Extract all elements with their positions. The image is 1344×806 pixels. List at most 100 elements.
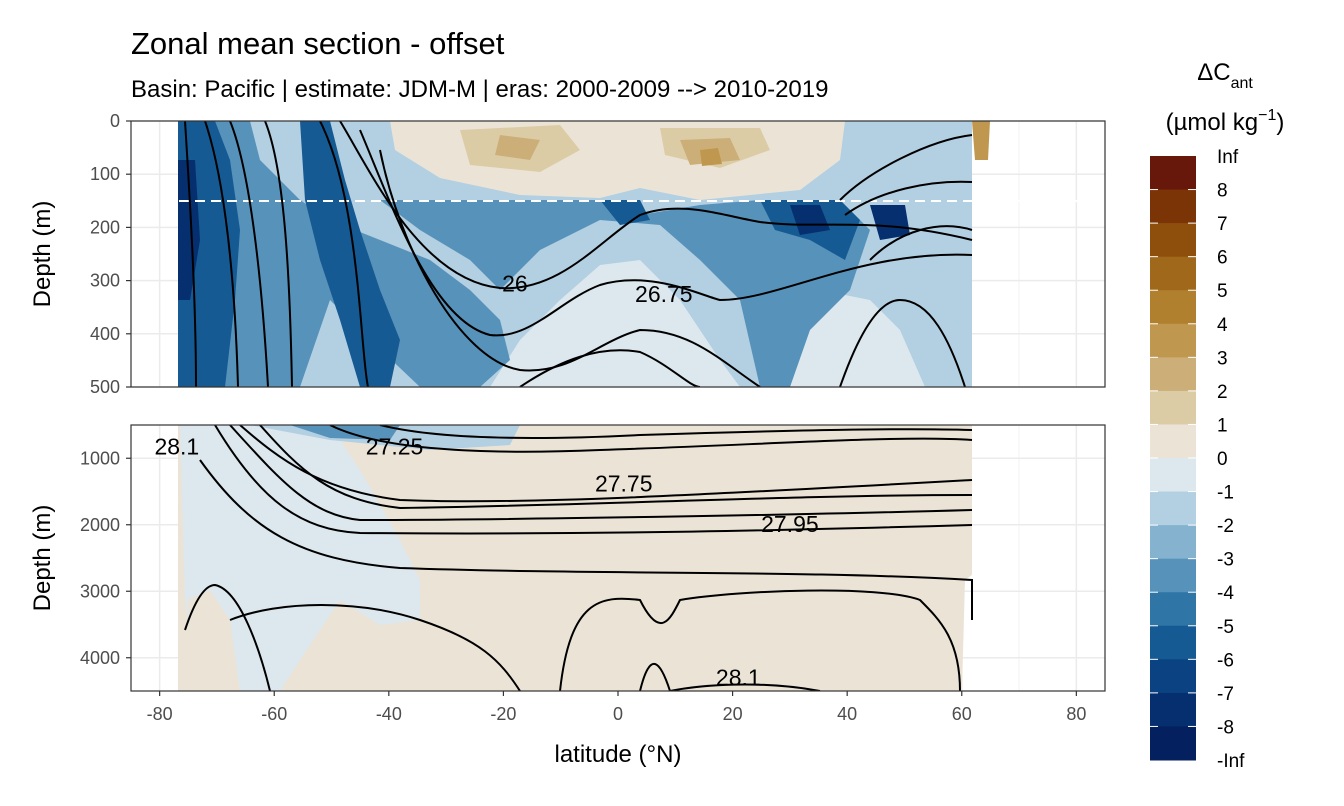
- legend-level-label: -2: [1217, 516, 1234, 537]
- panel-lower: [130, 424, 1106, 692]
- x-axis-title: latitude (°N): [555, 741, 682, 768]
- isopycnal: [639, 663, 821, 691]
- legend-level-label: 8: [1217, 181, 1228, 202]
- y-tick-label: 100: [90, 164, 120, 184]
- fill-peak-surface: [700, 148, 722, 166]
- y-tick-label: 0: [110, 111, 120, 131]
- x-axis: -80 -60 -40 -20 0 20 40 60 80: [147, 691, 1086, 724]
- legend-units: (µmol kg−1): [1166, 107, 1285, 136]
- legend-level-label: 3: [1217, 348, 1228, 369]
- y-tick-label: 1000: [80, 448, 120, 468]
- legend-swatch: [1150, 189, 1196, 224]
- legend-swatch: [1150, 726, 1196, 761]
- colorbar-legend: ΔCant (µmol kg−1) Inf 8 7 6 5 4 3 2 1 0 -1 -2 -3 -4 -5…: [1150, 59, 1284, 772]
- legend-swatch: [1150, 625, 1196, 660]
- isopycnal: [204, 121, 239, 387]
- y-tick-label: 500: [90, 377, 120, 397]
- contour-label: 27.95: [761, 511, 819, 537]
- contour-label: 28.1: [716, 665, 761, 691]
- contour-label: 28.1: [154, 433, 199, 459]
- isopycnal: [519, 349, 701, 387]
- y-tick-label: 300: [90, 271, 120, 291]
- legend-swatch: [1150, 290, 1196, 325]
- legend-swatch: [1150, 390, 1196, 425]
- x-tick-label: -60: [261, 704, 287, 724]
- fill-negative-5: [178, 121, 860, 387]
- isopycnal: [329, 425, 973, 453]
- legend-level-label: 2: [1217, 382, 1228, 403]
- fill-zero-deep: [180, 425, 420, 691]
- chart-subtitle: Basin: Pacific | estimate: JDM-M | eras:…: [131, 76, 829, 103]
- fill-negative-3b: [380, 200, 870, 387]
- y-axis-upper: 0 100 200 300 400 500: [90, 111, 131, 397]
- y-axis-title-upper: Depth (m): [29, 201, 56, 308]
- legend-level-label: -6: [1217, 650, 1234, 671]
- y-tick-label: 200: [90, 217, 120, 237]
- isopycnal: [839, 134, 973, 201]
- legend-swatch: [1150, 323, 1196, 358]
- legend-swatch: [1150, 692, 1196, 727]
- isopycnal: [184, 583, 271, 691]
- isopycnal: [844, 180, 973, 216]
- legend-swatch: [1150, 223, 1196, 258]
- y-axis-title-lower: Depth (m): [29, 505, 56, 612]
- legend-swatch: [1150, 659, 1196, 694]
- legend-level-label: 6: [1217, 248, 1228, 269]
- legend-swatch: [1150, 592, 1196, 627]
- contour-label: 27.25: [366, 433, 424, 459]
- isopycnal-lines-upper-ext: [329, 425, 973, 453]
- contour-label: 27.75: [595, 471, 653, 497]
- legend-swatch: [1150, 458, 1196, 493]
- chart-title: Zonal mean section - offset: [131, 26, 505, 61]
- panel-lower-field: [178, 425, 973, 691]
- isopycnal: [259, 425, 973, 510]
- isopycnal: [229, 425, 973, 522]
- legend-level-label: -7: [1217, 684, 1234, 705]
- x-tick-label: 80: [1066, 704, 1086, 724]
- contour-label: 26.75: [635, 281, 693, 307]
- fill-coastal-positive: [972, 121, 990, 160]
- isopycnal: [214, 425, 973, 535]
- fill-negative-deep-2: [290, 425, 400, 440]
- x-tick-label: -20: [490, 704, 516, 724]
- x-tick-label: 20: [723, 704, 743, 724]
- isopycnal: [839, 298, 966, 387]
- isopycnal: [239, 425, 973, 503]
- contour-label: 26: [502, 270, 528, 296]
- legend-level-label: 4: [1217, 315, 1228, 336]
- legend-level-label: -1: [1217, 483, 1234, 504]
- legend-swatch: [1150, 525, 1196, 560]
- legend-level-label: 0: [1217, 449, 1228, 470]
- legend-swatch: [1150, 156, 1196, 191]
- isopycnal: [339, 121, 973, 290]
- x-tick-label: -80: [147, 704, 173, 724]
- isopycnal: [869, 225, 973, 261]
- fill-positive-pocket: [188, 590, 240, 691]
- legend-level-label: -3: [1217, 550, 1234, 571]
- isopycnal-lines-lower: [184, 425, 973, 691]
- isopycnal: [199, 459, 973, 620]
- x-tick-label: -40: [376, 704, 402, 724]
- y-axis-lower: 1000 2000 3000 4000: [80, 448, 131, 668]
- contour-labels: 26 26.75 28.1 27.25 27.75 27.95 28.1: [154, 270, 818, 690]
- x-tick-label: 60: [952, 704, 972, 724]
- x-tick-label: 40: [837, 704, 857, 724]
- panel-upper: [130, 120, 1106, 388]
- legend-level-label: 1: [1217, 415, 1228, 436]
- isopycnal: [229, 604, 521, 691]
- legend-title: ΔCant: [1197, 59, 1253, 92]
- isopycnal: [229, 121, 269, 387]
- isopycnal: [184, 121, 197, 387]
- panel-upper-field: [131, 121, 1105, 387]
- legend-swatch: [1150, 424, 1196, 459]
- legend-swatch: [1150, 256, 1196, 291]
- legend-level-label: Inf: [1217, 147, 1239, 168]
- y-tick-label: 3000: [80, 581, 120, 601]
- isopycnal: [559, 589, 961, 691]
- legend-level-label: 5: [1217, 281, 1228, 302]
- isopycnal: [319, 121, 369, 387]
- legend-level-label: -4: [1217, 583, 1234, 604]
- panel-upper-border: [130, 120, 1106, 388]
- isopycnal: [379, 425, 973, 439]
